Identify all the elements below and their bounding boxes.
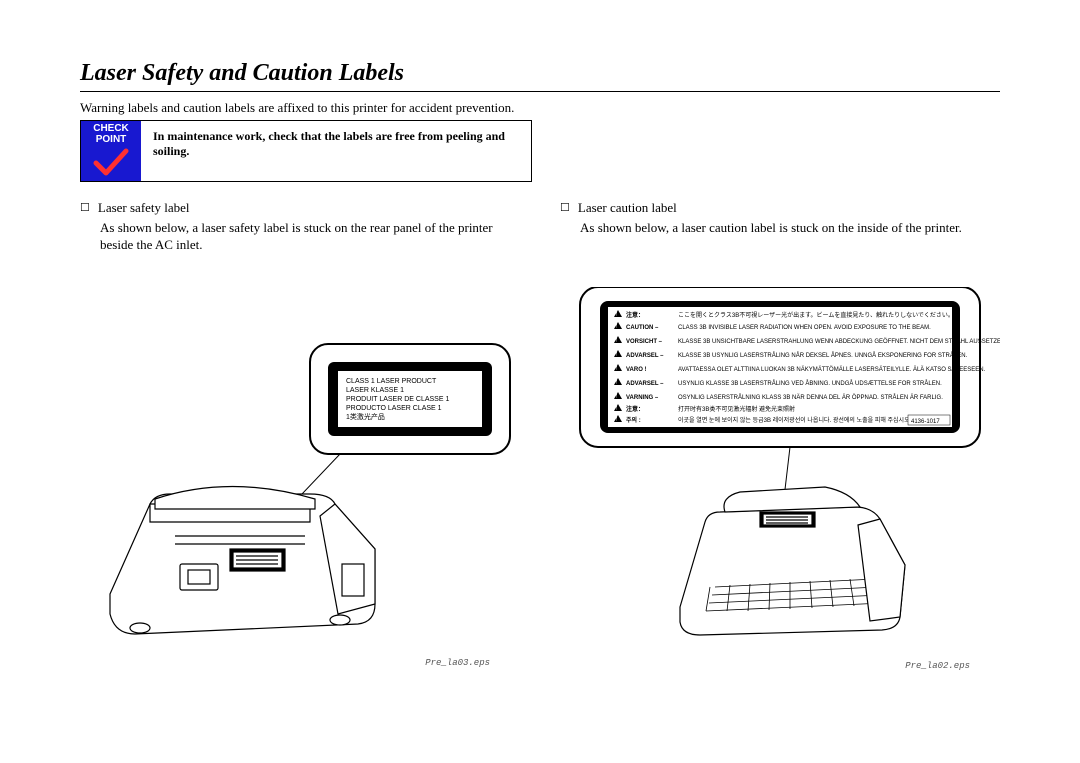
label-line-2: PRODUIT LASER DE CLASSE 1 bbox=[346, 396, 449, 403]
svg-text:KLASSE 3B UNSICHTBARE LASERSTR: KLASSE 3B UNSICHTBARE LASERSTRAHLUNG WEN… bbox=[678, 338, 1000, 345]
svg-text:!: ! bbox=[616, 312, 617, 318]
svg-text:VARNING –: VARNING – bbox=[626, 395, 659, 401]
svg-text:CAUTION –: CAUTION – bbox=[626, 325, 659, 331]
checkpoint-label-1: CHECK bbox=[81, 123, 141, 134]
svg-text:VORSICHT –: VORSICHT – bbox=[626, 339, 663, 345]
left-column: ☐ Laser safety label As shown below, a l… bbox=[80, 200, 520, 671]
svg-text:!: ! bbox=[616, 366, 617, 372]
svg-text:USYNLIG KLASSE 3B LASERSTRÅLIN: USYNLIG KLASSE 3B LASERSTRÅLING VED ÅBNI… bbox=[678, 380, 942, 387]
svg-text:!: ! bbox=[616, 352, 617, 358]
svg-text:打开时有3B类不可见激光辐射 避免光束照射: 打开时有3B类不可见激光辐射 避免光束照射 bbox=[678, 405, 795, 413]
svg-text:ADVARSEL –: ADVARSEL – bbox=[626, 353, 664, 359]
svg-text:이곳을 열면 눈에 보이지 않는 등급3B 레이저광선이 나: 이곳을 열면 눈에 보이지 않는 등급3B 레이저광선이 나옵니다. 광선에의 … bbox=[678, 416, 912, 424]
left-figure: CLASS 1 LASER PRODUCT LASER KLASSE 1 PRO… bbox=[80, 304, 520, 668]
svg-text:!: ! bbox=[616, 338, 617, 344]
svg-text:!: ! bbox=[616, 380, 617, 386]
checkpoint-icon: CHECK POINT bbox=[81, 121, 141, 181]
checkpoint-text: In maintenance work, check that the labe… bbox=[141, 121, 531, 181]
svg-text:VARO !: VARO ! bbox=[626, 367, 647, 373]
svg-text:CLASS 3B INVISIBLE LASER RADIA: CLASS 3B INVISIBLE LASER RADIATION WHEN … bbox=[678, 325, 931, 331]
bullet-icon: ☐ bbox=[560, 200, 570, 216]
svg-text:!: ! bbox=[616, 406, 617, 412]
right-column: ☐ Laser caution label As shown below, a … bbox=[560, 200, 1000, 671]
label-line-3: PRODUCTO LASER CLASE 1 bbox=[346, 405, 442, 412]
right-desc: As shown below, a laser caution label is… bbox=[560, 220, 1000, 237]
left-desc: As shown below, a laser safety label is … bbox=[80, 220, 520, 254]
svg-text:注意：: 注意： bbox=[626, 311, 644, 319]
right-heading: Laser caution label bbox=[578, 200, 677, 216]
left-heading: Laser safety label bbox=[98, 200, 190, 216]
page-title: Laser Safety and Caution Labels bbox=[80, 60, 1000, 92]
svg-text:!: ! bbox=[616, 417, 617, 423]
svg-text:KLASSE 3B USYNLIG LASERSTRÅLIN: KLASSE 3B USYNLIG LASERSTRÅLING NÅR DEKS… bbox=[678, 352, 968, 359]
svg-text:주의 :: 주의 : bbox=[626, 416, 641, 424]
checkpoint-box: CHECK POINT In maintenance work, check t… bbox=[80, 120, 532, 182]
svg-text:OSYNLIG LASERSTRÅLNING KLASS 3: OSYNLIG LASERSTRÅLNING KLASS 3B NÄR DENN… bbox=[678, 394, 943, 401]
printer-inside-illustration: ! 注意： ここを開くとクラス3B不可視レーザー光が出ます。ビームを直接見たり、… bbox=[560, 287, 1000, 657]
label-line-4: 1类激光产品 bbox=[346, 412, 385, 421]
svg-text:4136-1017: 4136-1017 bbox=[911, 419, 940, 425]
left-eps-caption: Pre_la03.eps bbox=[80, 658, 520, 668]
label-line-0: CLASS 1 LASER PRODUCT bbox=[346, 378, 437, 385]
svg-text:!: ! bbox=[616, 394, 617, 400]
svg-text:注意：: 注意： bbox=[626, 405, 644, 413]
right-eps-caption: Pre_la02.eps bbox=[560, 661, 1000, 671]
intro-text: Warning labels and caution labels are af… bbox=[80, 100, 514, 116]
svg-text:AVATTAESSA OLET ALTTIINA LUOKA: AVATTAESSA OLET ALTTIINA LUOKAN 3B NÄKYM… bbox=[678, 366, 986, 373]
bullet-icon: ☐ bbox=[80, 200, 90, 216]
svg-text:ここを開くとクラス3B不可視レーザー光が出ます。ビームを直接: ここを開くとクラス3B不可視レーザー光が出ます。ビームを直接見たり、触れたりしな… bbox=[678, 311, 954, 319]
checkpoint-label-2: POINT bbox=[81, 134, 141, 145]
checkmark-icon bbox=[91, 147, 131, 179]
right-figure: ! 注意： ここを開くとクラス3B不可視レーザー光が出ます。ビームを直接見たり、… bbox=[560, 287, 1000, 671]
svg-text:!: ! bbox=[616, 324, 617, 330]
label-line-1: LASER KLASSE 1 bbox=[346, 387, 404, 394]
printer-rear-illustration: CLASS 1 LASER PRODUCT LASER KLASSE 1 PRO… bbox=[80, 304, 520, 654]
svg-text:ADVARSEL –: ADVARSEL – bbox=[626, 381, 664, 387]
